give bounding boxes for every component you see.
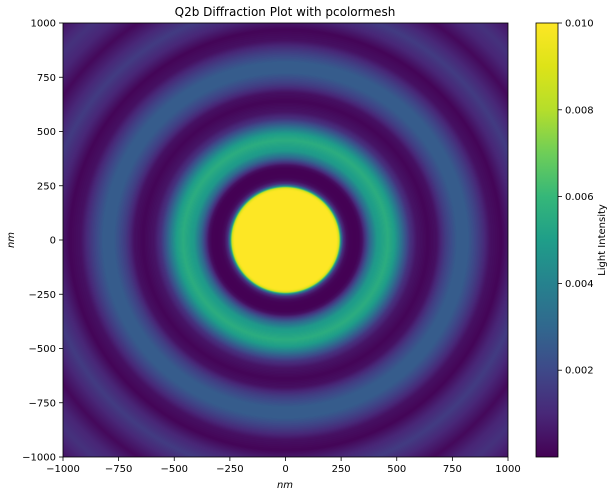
x-axis-label: nm: [277, 480, 293, 491]
colorbar-gradient: [535, 22, 559, 458]
y-tick-label: 500: [37, 127, 56, 138]
y-tick-label: 0: [50, 236, 56, 247]
x-tick-label: 750: [443, 464, 462, 475]
colorbar: 0.002 0.004 0.006 0.008 0.010 Light Intensit…: [535, 19, 608, 458]
x-tick-label: 0: [282, 464, 288, 475]
y-tick-label: −750: [29, 398, 56, 409]
colorbar-label: Light Intensity: [597, 204, 608, 276]
x-axis-ticks: −1000 −750 −500 −250 0 250 500 750 1000: [46, 457, 521, 475]
x-tick-label: −250: [216, 464, 243, 475]
colorbar-tick-label: 0.004: [565, 279, 594, 290]
chart-title: Q2b Diffraction Plot with pcolormesh: [175, 5, 396, 19]
x-tick-label: −1000: [46, 464, 80, 475]
x-tick-label: 250: [332, 464, 351, 475]
colorbar-tick-label: 0.006: [565, 192, 594, 203]
x-tick-label: 500: [387, 464, 406, 475]
y-tick-label: 250: [37, 181, 56, 192]
y-axis-label: nm: [6, 232, 17, 248]
colorbar-ticks: 0.002 0.004 0.006 0.008 0.010: [558, 19, 594, 377]
y-tick-label: 1000: [31, 19, 56, 30]
y-axis-ticks: −1000 −750 −500 −250 0 250 500 750 1000: [22, 19, 63, 464]
x-tick-label: −500: [161, 464, 188, 475]
heatmap-image: [63, 23, 508, 457]
x-tick-label: 1000: [495, 464, 520, 475]
y-tick-label: −1000: [22, 453, 56, 464]
plot-area: [62, 22, 509, 458]
colorbar-tick-label: 0.008: [565, 105, 594, 116]
x-tick-label: −750: [105, 464, 132, 475]
y-tick-label: 750: [37, 73, 56, 84]
colorbar-tick-label: 0.002: [565, 366, 594, 377]
y-tick-label: −500: [29, 344, 56, 355]
colorbar-tick-label: 0.010: [565, 19, 594, 30]
y-tick-label: −250: [29, 290, 56, 301]
